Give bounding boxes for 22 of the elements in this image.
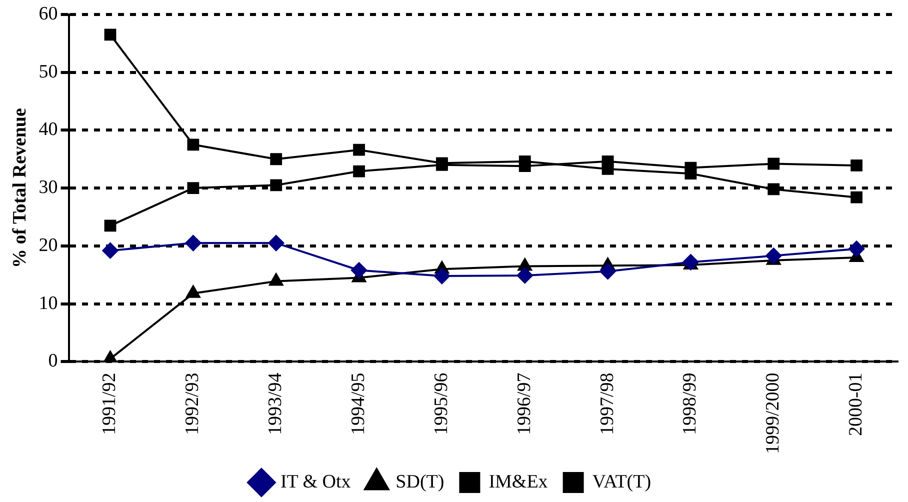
legend-label: VAT(T) (592, 471, 652, 492)
x-tick-label: 1996/97 (514, 372, 535, 435)
x-tick-label: 1999/2000 (762, 372, 784, 454)
x-tick-label: 1998/99 (680, 372, 701, 435)
x-tick-label: 1991/92 (99, 372, 120, 435)
y-tick-label: 50 (38, 61, 58, 82)
y-tick-label: 30 (38, 177, 58, 198)
y-tick-label: 0 (48, 350, 58, 372)
x-tick-label: 1994/95 (348, 372, 370, 435)
y-axis-title: % of Total Revenue (9, 108, 30, 268)
x-tick-label: 1995/96 (430, 372, 452, 435)
y-tick-label: 20 (38, 234, 58, 256)
y-tick-label: 10 (38, 292, 58, 314)
y-tick-label: 40 (38, 119, 58, 140)
x-tick-label: 1993/94 (265, 372, 286, 435)
legend-label: IT & Otx (280, 471, 352, 492)
x-tick-label: 2000-01 (846, 372, 867, 436)
legend-label: IM&Ex (488, 471, 548, 492)
y-tick-label: 60 (38, 3, 58, 24)
legend-label: SD(T) (396, 471, 444, 492)
x-tick-label: 1997/98 (596, 372, 618, 435)
x-tick-label: 1992/93 (182, 372, 204, 435)
